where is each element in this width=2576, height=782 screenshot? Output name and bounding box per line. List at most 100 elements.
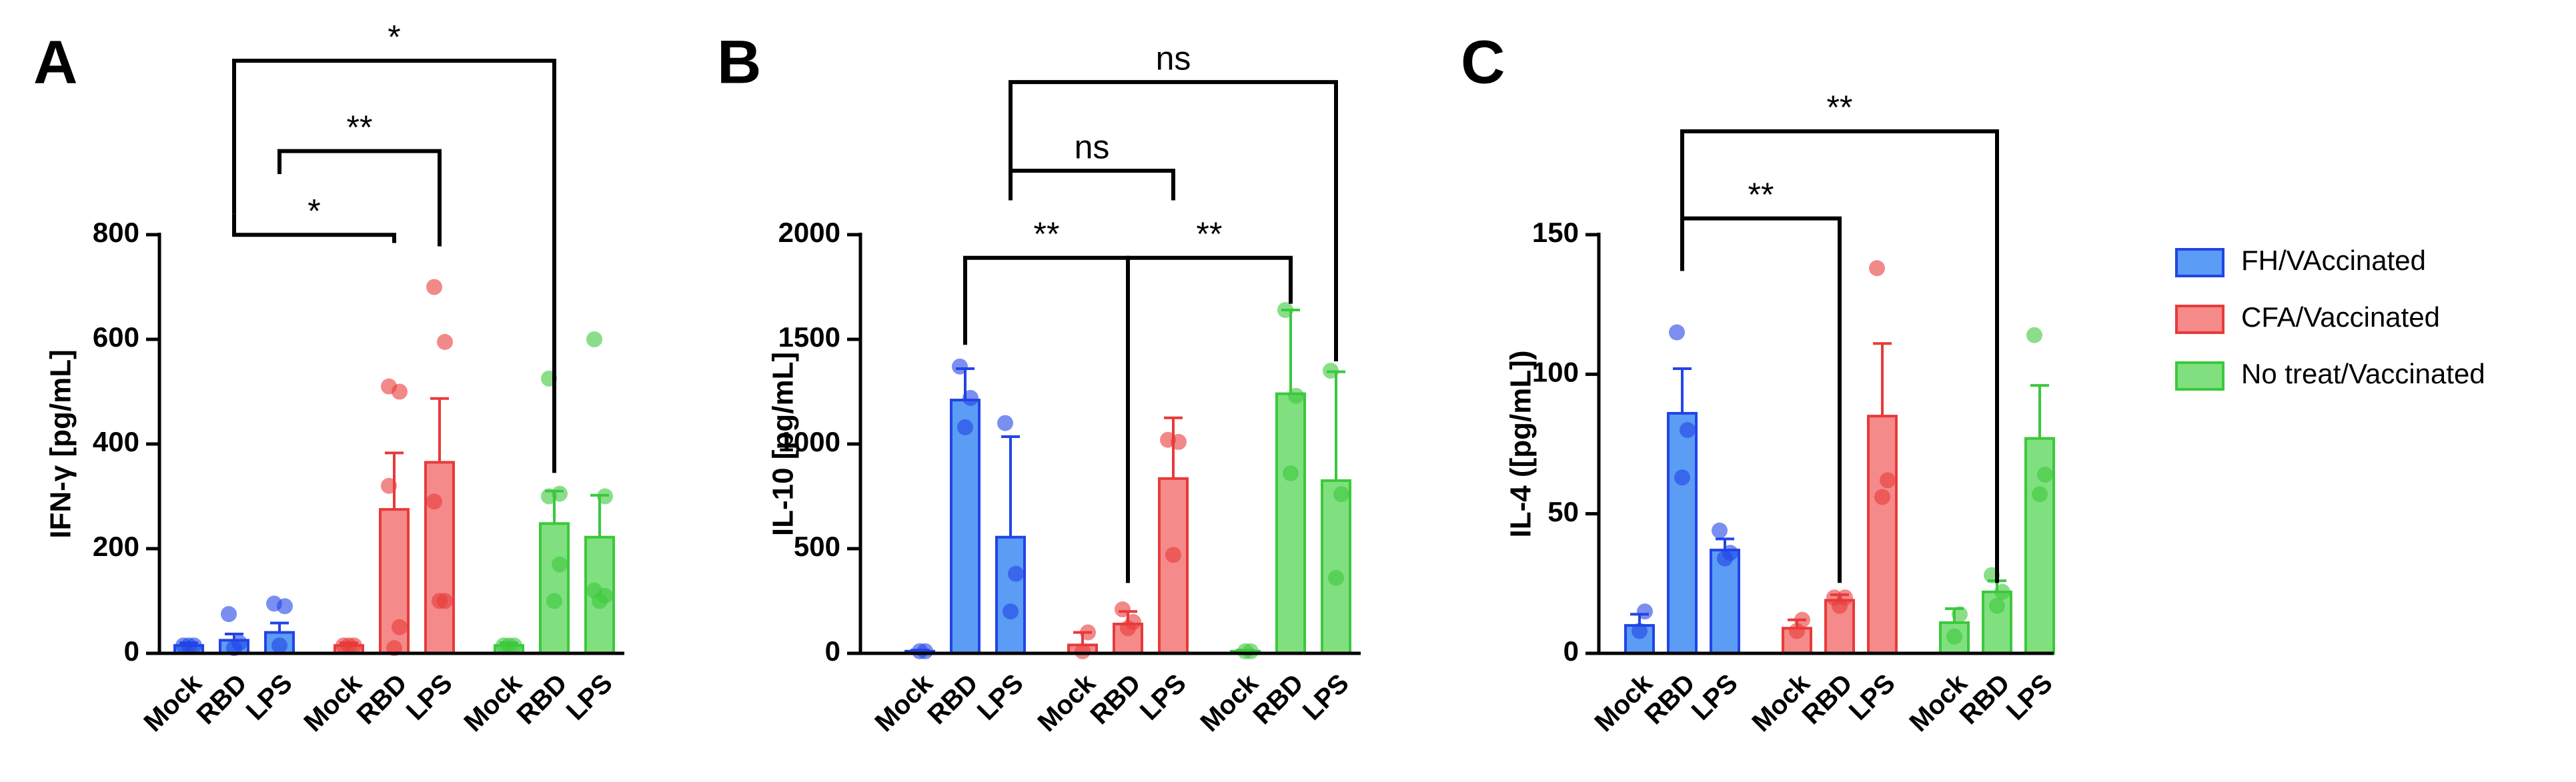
data-point: [1722, 545, 1738, 561]
bar: [1867, 415, 1898, 655]
data-point: [1160, 431, 1176, 448]
data-point: [962, 389, 979, 406]
data-point: [1125, 613, 1141, 630]
significance-bracket: [1009, 80, 1338, 361]
data-point: [1243, 643, 1259, 659]
data-point: [546, 593, 562, 609]
data-point: [336, 637, 352, 654]
significance-bracket: [232, 59, 556, 473]
data-point: [586, 582, 602, 599]
data-point: [1075, 643, 1091, 659]
significance-label: ns: [1156, 39, 1191, 77]
data-point: [426, 493, 442, 510]
data-point: [552, 556, 568, 573]
data-point: [586, 331, 602, 347]
data-point: [437, 593, 453, 609]
significance-bracket: [1680, 129, 1999, 583]
bar: [539, 522, 570, 655]
data-point: [1277, 302, 1293, 319]
y-tick-label: 50: [1547, 496, 1579, 527]
data-point: [957, 419, 973, 435]
legend-label: FH/VAccinated: [2241, 245, 2426, 276]
data-point: [437, 333, 453, 350]
bar: [1275, 392, 1306, 655]
x-tick-label: RBD: [511, 669, 572, 730]
significance-bracket: [277, 149, 442, 247]
data-point: [552, 485, 568, 502]
data-point: [426, 279, 442, 295]
data-point: [997, 415, 1013, 431]
data-point: [597, 488, 613, 505]
data-point: [2037, 467, 2053, 483]
significance-bracket: [1126, 255, 1293, 583]
bar: [1667, 411, 1698, 655]
data-point: [1880, 472, 1896, 489]
y-tick-label: 100: [1532, 356, 1579, 387]
x-tick-label: LPS: [561, 669, 618, 726]
significance-label: **: [1748, 176, 1774, 213]
legend-label: No treat/Vaccinated: [2241, 358, 2485, 389]
panel-label: B: [717, 28, 761, 96]
data-point: [1637, 603, 1653, 620]
data-point: [1680, 422, 1696, 439]
data-point: [917, 643, 933, 659]
data-point: [231, 635, 247, 651]
data-point: [266, 595, 282, 612]
y-tick-label: 500: [794, 531, 840, 562]
y-tick-label: 0: [825, 635, 840, 667]
y-axis-label: IL-10 [pg/mL]: [767, 352, 800, 536]
y-tick-label: 400: [93, 426, 139, 457]
significance-label: ns: [1075, 128, 1110, 165]
bar: [1158, 477, 1189, 655]
significance-label: *: [307, 192, 320, 229]
legend-label: CFA/Vaccinated: [2241, 301, 2440, 333]
data-point: [1080, 624, 1096, 641]
y-tick-label: 1000: [778, 426, 840, 457]
x-tick-label: RBD: [191, 669, 252, 730]
data-point: [381, 378, 397, 395]
y-axis-label: IL-4 ([pg/mL]): [1505, 350, 1537, 537]
data-point: [392, 619, 408, 635]
bar: [950, 399, 981, 655]
significance-bracket: [1009, 169, 1175, 201]
data-point: [1632, 623, 1648, 639]
data-point: [1283, 465, 1299, 481]
data-point: [1669, 324, 1685, 341]
data-point: [1826, 589, 1842, 606]
x-tick-label: RBD: [1247, 669, 1309, 730]
data-point: [1989, 597, 2005, 614]
data-point: [1165, 547, 1181, 563]
y-tick-label: 0: [1563, 635, 1579, 667]
y-tick-label: 800: [93, 217, 139, 248]
x-tick-label: LPS: [1135, 669, 1192, 726]
data-point: [1288, 387, 1304, 404]
significance-bracket: [232, 213, 396, 243]
significance-bracket: [1680, 216, 1842, 583]
x-tick-label: LPS: [1297, 669, 1355, 726]
data-point: [1323, 363, 1339, 379]
data-point: [2032, 486, 2048, 503]
panel-label: A: [33, 28, 77, 96]
x-tick-label: LPS: [241, 669, 298, 726]
x-tick-label: RBD: [1085, 669, 1146, 730]
significance-label: **: [1197, 215, 1223, 253]
y-tick-label: 0: [124, 635, 139, 667]
legend-swatch: [2175, 361, 2224, 391]
data-point: [221, 606, 237, 623]
y-tick-label: 150: [1532, 217, 1579, 248]
data-point: [952, 358, 968, 375]
data-point: [1115, 601, 1131, 618]
y-axis-label: IFN-γ [pg/mL]: [45, 349, 77, 539]
significance-bracket: [963, 255, 1130, 583]
panel-label: C: [1461, 28, 1505, 96]
significance-label: *: [388, 18, 400, 55]
data-point: [496, 637, 512, 654]
data-point: [1333, 486, 1349, 503]
bar: [1710, 549, 1740, 655]
y-tick-label: 600: [93, 321, 139, 353]
data-point: [271, 637, 287, 654]
bar: [995, 535, 1026, 655]
legend-swatch: [2175, 248, 2224, 277]
data-point: [1328, 569, 1344, 586]
